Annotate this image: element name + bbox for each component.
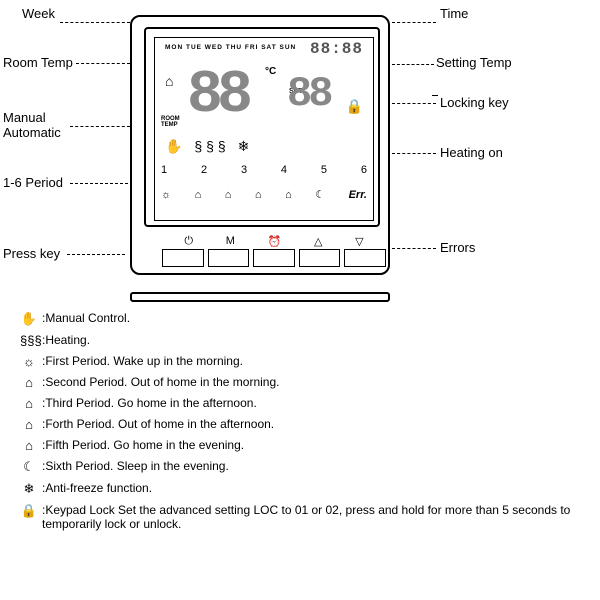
legend-row: ☼:First Period. Wake up in the morning. — [20, 354, 580, 369]
lcd-screen: MON TUE WED THU FRI SAT SUN 88:88 ⌂ 88 °… — [154, 37, 374, 221]
thermostat-device: MON TUE WED THU FRI SAT SUN 88:88 ⌂ 88 °… — [130, 15, 390, 290]
period-1-icon: ☼ — [161, 189, 171, 201]
period-3-icon: ⌂ — [225, 189, 232, 201]
period-4-icon: ⌂ — [255, 189, 262, 201]
leader-line — [67, 254, 125, 255]
legend-row: 🔒:Keypad Lock Set the advanced setting L… — [20, 503, 580, 531]
celsius-label: °C — [265, 66, 276, 77]
callout-manual-auto: Manual Automatic — [3, 110, 61, 140]
leader-line — [432, 95, 438, 96]
leader-line — [76, 63, 130, 64]
leader-line — [392, 22, 436, 23]
power-button[interactable] — [162, 249, 204, 267]
mode-4: 4 — [281, 164, 287, 176]
power-icon: ⏻ — [184, 235, 193, 248]
status-icons-row: ✋ §§§ ❄ — [165, 138, 363, 155]
leader-line — [392, 64, 434, 65]
time-display: 88:88 — [310, 40, 363, 58]
mode-3: 3 — [241, 164, 247, 176]
callout-press-key: Press key — [3, 246, 60, 261]
legend-row: ⌂:Third Period. Go home in the afternoon… — [20, 396, 580, 411]
clock-button[interactable] — [253, 249, 295, 267]
mode-1: 1 — [161, 164, 167, 176]
period-6-icon: ☾ — [315, 188, 325, 201]
down-icon: ▽ — [355, 235, 363, 248]
button-row — [162, 249, 386, 267]
room-temp-digits: 88 — [187, 66, 247, 126]
period-icons-row: ☼ ⌂ ⌂ ⌂ ⌂ ☾ Err. — [161, 188, 367, 201]
lock-icon: 🔒 — [20, 503, 38, 519]
period-2-icon: ⌂ — [195, 189, 202, 201]
mode-m-label: M — [226, 235, 235, 248]
button-labels: ⏻ M ⏰ △ ▽ — [168, 235, 380, 248]
leader-line — [392, 103, 436, 104]
clock-icon: ⏰ — [268, 235, 282, 248]
callout-time: Time — [440, 6, 468, 21]
house-icon: ⌂ — [20, 375, 38, 390]
callout-heating-on: Heating on — [440, 145, 503, 160]
legend-row: ☾:Sixth Period. Sleep in the evening. — [20, 459, 580, 475]
manual-icon: ✋ — [20, 311, 38, 327]
leader-line — [60, 22, 130, 23]
mode-button[interactable] — [208, 249, 250, 267]
callout-errors: Errors — [440, 240, 475, 255]
mode-6: 6 — [361, 164, 367, 176]
up-icon: △ — [314, 235, 322, 248]
house-icon: ⌂ — [20, 396, 38, 411]
snowflake-icon: ❄ — [20, 481, 38, 497]
legend-row: ❄:Anti-freeze function. — [20, 481, 580, 497]
set-temp-digits: 88 — [287, 73, 329, 115]
legend-row: ⌂:Forth Period. Out of home in the after… — [20, 417, 580, 432]
moon-icon: ☾ — [20, 459, 38, 475]
down-button[interactable] — [344, 249, 386, 267]
screen-frame: MON TUE WED THU FRI SAT SUN 88:88 ⌂ 88 °… — [144, 27, 380, 227]
leader-line — [392, 248, 436, 249]
house-icon: ⌂ — [20, 417, 38, 432]
up-button[interactable] — [299, 249, 341, 267]
callout-periods: 1-6 Period — [3, 175, 63, 190]
device-base — [130, 292, 390, 302]
callout-room-temp: Room Temp — [3, 55, 73, 70]
mode-5: 5 — [321, 164, 327, 176]
sun-icon: ☼ — [20, 354, 38, 369]
legend-row: §§§:Heating. — [20, 333, 580, 348]
heating-icon: §§§ — [20, 333, 38, 348]
legend: ✋:Manual Control. §§§:Heating. ☼:First P… — [20, 305, 580, 537]
lock-icon: 🔒 — [346, 98, 363, 115]
mode-numbers-row: 1 2 3 4 5 6 — [161, 164, 367, 176]
callout-week: Week — [22, 6, 55, 21]
leader-line — [392, 153, 436, 154]
error-label: Err. — [349, 189, 367, 201]
callout-setting-temp: Setting Temp — [436, 55, 512, 70]
leader-line — [70, 183, 128, 184]
outer-frame: MON TUE WED THU FRI SAT SUN 88:88 ⌂ 88 °… — [130, 15, 390, 275]
period-5-icon: ⌂ — [285, 189, 292, 201]
weekday-row: MON TUE WED THU FRI SAT SUN — [165, 44, 296, 51]
mode-2: 2 — [201, 164, 207, 176]
legend-row: ✋:Manual Control. — [20, 311, 580, 327]
house-icon: ⌂ — [20, 438, 38, 453]
leader-line — [70, 126, 130, 127]
callout-locking-key: Locking key — [440, 95, 509, 110]
legend-row: ⌂:Second Period. Out of home in the morn… — [20, 375, 580, 390]
house-icon: ⌂ — [165, 73, 173, 89]
room-temp-label: ROOM TEMP — [161, 116, 180, 128]
legend-row: ⌂:Fifth Period. Go home in the evening. — [20, 438, 580, 453]
